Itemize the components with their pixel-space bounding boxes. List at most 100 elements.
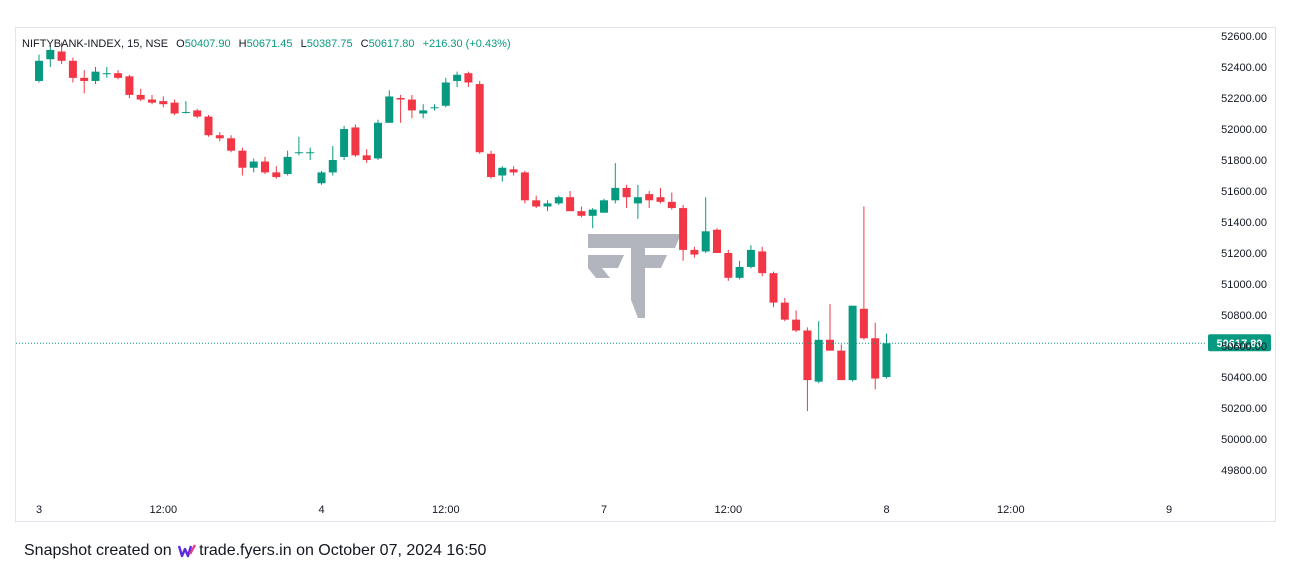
candle-body (622, 187, 631, 198)
x-tick-label: 12:00 (997, 504, 1025, 516)
candle-body (475, 84, 484, 153)
y-tick-label: 50600.00 (1221, 341, 1267, 353)
fyers-logo-icon (177, 544, 197, 563)
open-label: O (176, 38, 185, 50)
x-tick-label: 4 (318, 504, 324, 516)
candle-body (758, 251, 767, 274)
candle-body (80, 77, 89, 81)
candle-body (645, 194, 654, 201)
candle-body (803, 330, 812, 381)
candle-body (272, 172, 281, 178)
y-tick-label: 51600.00 (1221, 186, 1267, 198)
watermark-stem (588, 268, 610, 278)
candle-body (215, 135, 224, 139)
watermark-bar (588, 234, 638, 248)
candle-body (441, 82, 450, 106)
change-value: +216.30 (+0.43%) (422, 38, 511, 50)
candle-body (871, 338, 880, 379)
y-tick-label: 51200.00 (1221, 248, 1267, 260)
candle-body (91, 71, 100, 81)
candle-body (148, 99, 156, 103)
candle-body (746, 249, 755, 267)
candle-body (814, 339, 823, 382)
candle-body (170, 102, 179, 114)
candle-body (780, 302, 789, 320)
watermark-bar (588, 255, 624, 268)
y-tick-label: 50000.00 (1221, 434, 1267, 446)
candle-body (633, 197, 642, 204)
candle-body (317, 172, 326, 184)
candle-body (159, 101, 168, 105)
candle-body (351, 127, 360, 156)
y-tick-label: 50400.00 (1221, 372, 1267, 384)
candle-body (328, 160, 337, 173)
candle-body (419, 110, 428, 114)
candle-body (611, 187, 620, 201)
y-tick-label: 52000.00 (1221, 124, 1267, 136)
candle-body (362, 155, 371, 160)
high-value: 50671.45 (246, 38, 293, 50)
candle-body (68, 60, 77, 78)
watermark-stem (631, 248, 645, 318)
y-tick-label: 51800.00 (1221, 155, 1267, 167)
candle-body (374, 122, 382, 159)
y-tick-label: 50200.00 (1221, 403, 1267, 415)
candle-body (249, 161, 258, 168)
watermark-bar (631, 234, 681, 248)
candle-body (600, 200, 608, 213)
candle-body (340, 129, 349, 157)
x-tick-label: 12:00 (715, 504, 743, 516)
candle-body (407, 99, 416, 111)
y-tick-label: 52200.00 (1221, 93, 1267, 105)
chart-area[interactable] (15, 27, 1276, 522)
symbol-label: NIFTYBANK-INDEX, 15, NSE (22, 38, 169, 50)
candle-body (181, 111, 190, 113)
high-label: H (238, 38, 247, 50)
candle-body (35, 60, 43, 81)
candle-body (859, 308, 868, 339)
candle-body (193, 110, 202, 117)
ohlc-legend: NIFTYBANK-INDEX, 15, NSE O50407.90 H5067… (22, 38, 511, 50)
candle-body (735, 266, 744, 278)
candle-body (532, 200, 541, 207)
candle-body (701, 231, 710, 252)
candle-body (498, 167, 507, 176)
low-value: 50387.75 (306, 38, 353, 50)
x-tick-label: 9 (1166, 504, 1172, 516)
candle-body (46, 49, 55, 60)
y-tick-label: 52400.00 (1221, 62, 1267, 74)
y-tick-label: 49800.00 (1221, 465, 1267, 477)
candle-body (656, 197, 665, 202)
candle-body (385, 96, 394, 123)
candle-body (690, 249, 699, 255)
snapshot-footer: Snapshot created on trade.fyers.in on Oc… (24, 542, 486, 563)
last-price-tag (1208, 334, 1271, 352)
candle-body (848, 305, 857, 381)
candle-body (882, 343, 891, 377)
candle-body (520, 172, 529, 201)
footer-prefix: Snapshot created on (24, 542, 172, 559)
candle-body (554, 197, 563, 204)
candle-body (509, 169, 518, 173)
candle-body (283, 156, 292, 174)
candle-body (57, 51, 66, 61)
candle-body (826, 339, 834, 351)
candle-body (306, 152, 315, 154)
candle-body (577, 211, 586, 216)
candle-body (136, 94, 145, 100)
candle-body (679, 208, 688, 250)
close-label: C (360, 38, 369, 50)
y-tick-label: 50800.00 (1221, 310, 1267, 322)
close-value: 50617.80 (368, 38, 415, 50)
x-tick-label: 12:00 (432, 504, 460, 516)
fyers-watermark-icon (588, 234, 681, 318)
candle-body (453, 74, 462, 81)
footer-brand-link[interactable]: trade.fyers.in (199, 542, 292, 559)
candle-body (294, 152, 303, 154)
y-tick-label: 52600.00 (1221, 31, 1267, 43)
candle-body (227, 138, 236, 151)
footer-suffix: on October 07, 2024 16:50 (296, 542, 487, 559)
x-tick-label: 8 (883, 504, 889, 516)
candle-body (769, 273, 778, 303)
